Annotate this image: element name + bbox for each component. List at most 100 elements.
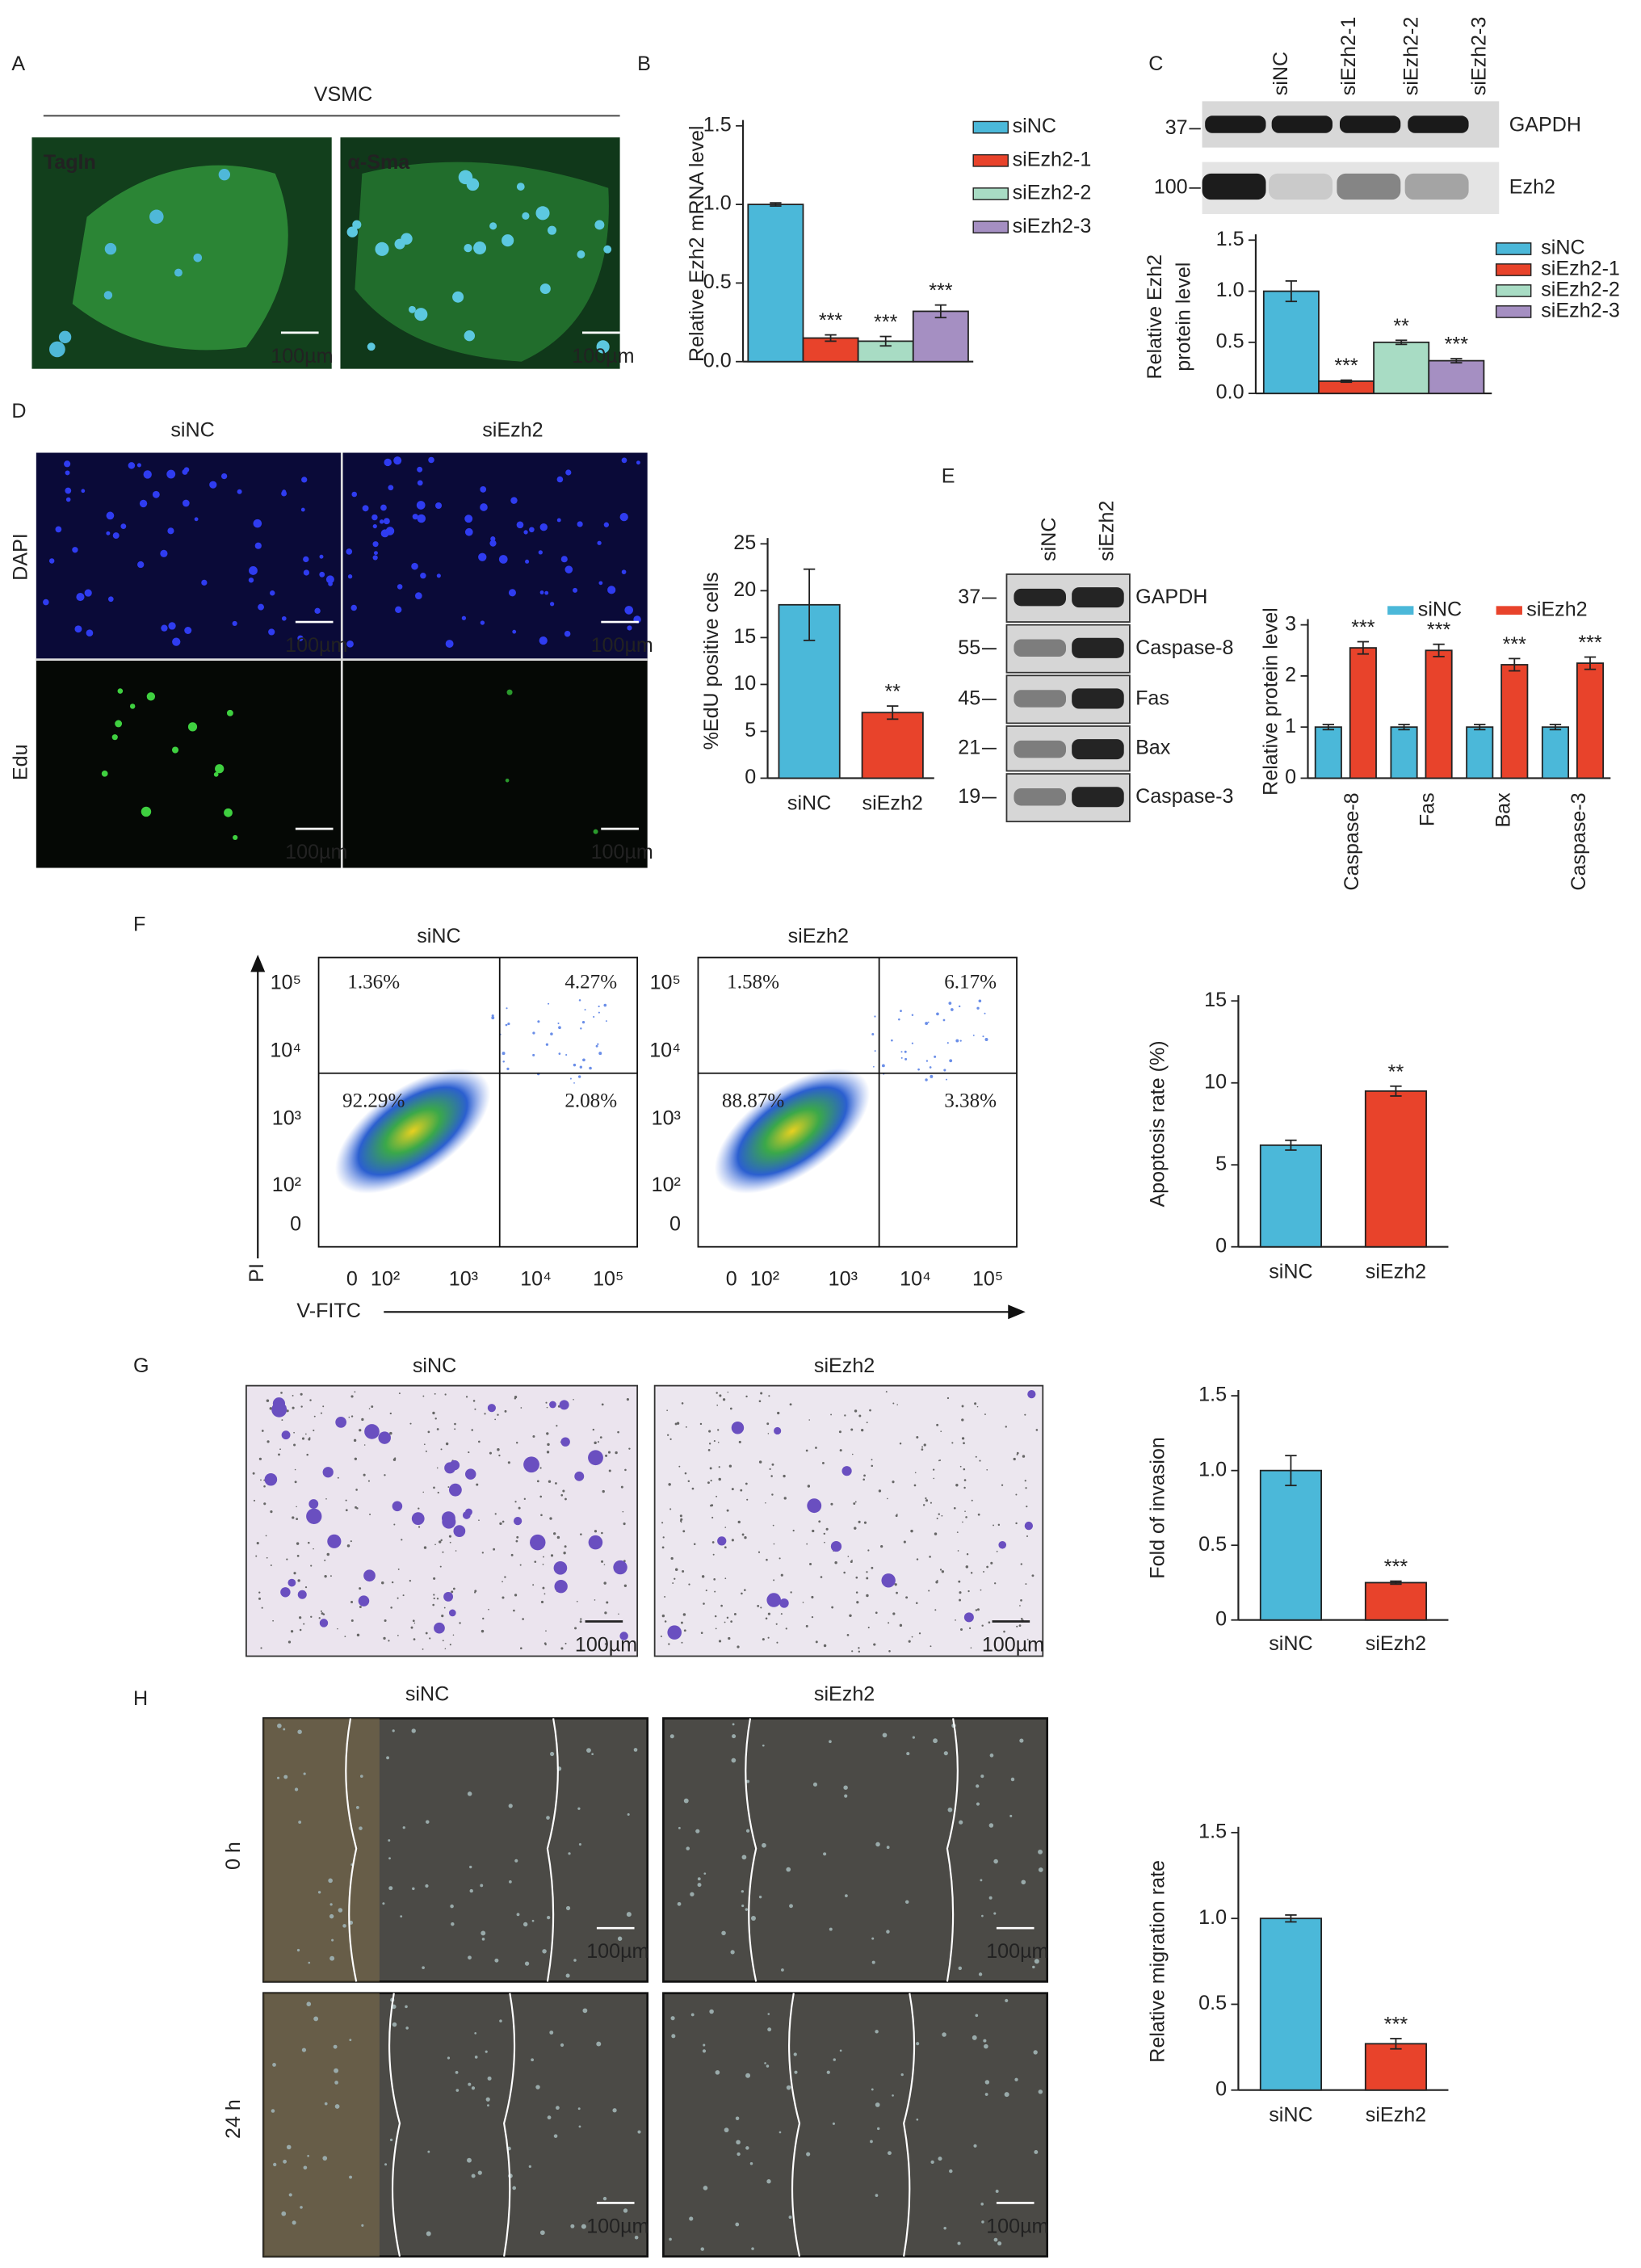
- cell: [959, 1820, 963, 1825]
- cell: [297, 1590, 307, 1599]
- cell: [297, 635, 304, 641]
- bar: [1259, 1917, 1322, 2091]
- cell: [758, 1551, 761, 1553]
- cell: [881, 1064, 885, 1068]
- cell: [745, 1829, 750, 1833]
- cell: [788, 2216, 792, 2220]
- cell: [843, 1785, 848, 1790]
- cell: [633, 1748, 638, 1752]
- cell: [420, 572, 426, 579]
- image: [653, 1384, 1044, 1657]
- cell: [363, 1473, 366, 1476]
- cell: [523, 530, 528, 535]
- cell: [776, 1641, 779, 1644]
- cell: [826, 2070, 830, 2074]
- cell: [768, 1395, 770, 1397]
- cell: [871, 1937, 875, 1940]
- cell: [679, 1514, 682, 1518]
- cell: [519, 1647, 523, 1650]
- cell: [703, 2043, 706, 2047]
- cell: [880, 1545, 883, 1548]
- cell: [418, 1507, 420, 1510]
- cell: [1026, 1638, 1029, 1640]
- cell: [233, 834, 238, 841]
- cell: [741, 1854, 747, 1860]
- scale-bar-label: 100µm: [986, 2215, 1048, 2237]
- cell: [258, 1597, 261, 1600]
- cell: [711, 1504, 714, 1507]
- cell: [807, 1485, 811, 1488]
- cell: [597, 540, 602, 545]
- bar: [1364, 1581, 1428, 1621]
- y-axis-label: Relative migration rate: [1146, 1860, 1169, 2063]
- cell: [806, 2152, 811, 2157]
- cell: [269, 590, 275, 596]
- cell: [620, 1485, 623, 1489]
- cell: [383, 518, 390, 525]
- cell: [724, 1546, 727, 1549]
- cell: [334, 2081, 338, 2085]
- cell: [553, 1532, 556, 1535]
- cell: [922, 1504, 925, 1506]
- cell: [988, 1896, 993, 1900]
- cell: [619, 513, 628, 522]
- cell: [111, 734, 118, 741]
- cell: [598, 1005, 600, 1008]
- cell: [601, 1531, 603, 1535]
- cell: [854, 1527, 857, 1530]
- cell: [447, 2056, 451, 2060]
- y-axis-label: Relative protein level: [1259, 607, 1282, 796]
- cell: [671, 2034, 676, 2039]
- cell: [724, 1577, 727, 1580]
- cell: [74, 625, 82, 633]
- cell: [1026, 1535, 1029, 1537]
- cell: [574, 1627, 577, 1630]
- cell: [832, 2122, 835, 2125]
- cell: [488, 1608, 489, 1611]
- cell: [253, 1499, 256, 1502]
- cell: [218, 169, 230, 181]
- marker-label: 19: [958, 785, 980, 808]
- cell: [746, 1498, 749, 1501]
- cell: [1024, 1413, 1026, 1416]
- cell: [758, 1895, 762, 1899]
- cell: [534, 1560, 537, 1563]
- cell: [299, 1628, 302, 1632]
- cell: [467, 2157, 472, 2163]
- cell: [433, 1594, 435, 1596]
- cell: [436, 1428, 439, 1430]
- x-tick-label: siEzh2: [1366, 2104, 1426, 2127]
- cell: [770, 1475, 773, 1477]
- cell: [623, 2208, 628, 2213]
- image: [662, 1717, 1049, 1983]
- cell: [293, 1431, 295, 1434]
- x-tick-label: Caspase-3: [1568, 792, 1590, 890]
- significance-label: ***: [1445, 334, 1469, 356]
- cell: [930, 1074, 934, 1078]
- cell: [1003, 1630, 1005, 1633]
- legend-label: siEzh2-1: [1013, 148, 1092, 170]
- image: [662, 1992, 1049, 2258]
- plot-title: siEzh2: [788, 925, 849, 947]
- cell: [388, 485, 394, 491]
- cell: [286, 2144, 292, 2150]
- cell: [967, 1590, 970, 1593]
- cell: [120, 523, 127, 529]
- cell: [851, 1453, 854, 1455]
- cell: [510, 497, 518, 504]
- cell: [261, 1606, 263, 1609]
- flow-y-tick: 10⁴: [270, 1040, 301, 1062]
- cell: [1010, 1777, 1015, 1782]
- marker-label: 37: [958, 586, 980, 608]
- cell: [741, 1904, 745, 1908]
- flow-y-tick: 10⁵: [650, 971, 681, 993]
- cell: [830, 1413, 832, 1416]
- cell: [602, 1489, 605, 1493]
- cell: [549, 1401, 556, 1409]
- cell: [448, 1609, 456, 1617]
- cell: [875, 1611, 878, 1615]
- cell: [983, 1571, 984, 1573]
- cell: [76, 593, 85, 602]
- cell: [549, 1751, 555, 1757]
